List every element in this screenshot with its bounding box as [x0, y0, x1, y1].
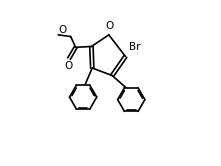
Text: O: O: [106, 21, 114, 31]
Text: O: O: [64, 61, 72, 71]
Text: Br: Br: [129, 42, 141, 52]
Text: O: O: [59, 25, 67, 35]
